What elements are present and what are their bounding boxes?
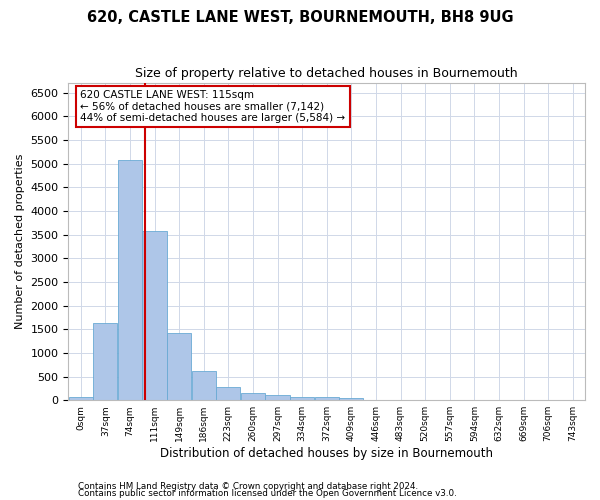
Bar bbox=[191, 370, 216, 400]
Bar bbox=[93, 323, 118, 400]
Bar bbox=[241, 393, 265, 400]
Bar bbox=[118, 160, 142, 400]
Bar bbox=[216, 386, 241, 400]
Title: Size of property relative to detached houses in Bournemouth: Size of property relative to detached ho… bbox=[136, 68, 518, 80]
Bar bbox=[290, 396, 314, 400]
Text: 620 CASTLE LANE WEST: 115sqm
← 56% of detached houses are smaller (7,142)
44% of: 620 CASTLE LANE WEST: 115sqm ← 56% of de… bbox=[80, 90, 346, 124]
Text: Contains HM Land Registry data © Crown copyright and database right 2024.: Contains HM Land Registry data © Crown c… bbox=[78, 482, 418, 491]
Bar bbox=[314, 398, 339, 400]
Bar bbox=[265, 395, 290, 400]
Text: Contains public sector information licensed under the Open Government Licence v3: Contains public sector information licen… bbox=[78, 489, 457, 498]
X-axis label: Distribution of detached houses by size in Bournemouth: Distribution of detached houses by size … bbox=[160, 447, 493, 460]
Text: 620, CASTLE LANE WEST, BOURNEMOUTH, BH8 9UG: 620, CASTLE LANE WEST, BOURNEMOUTH, BH8 … bbox=[86, 10, 514, 25]
Bar bbox=[142, 230, 167, 400]
Bar bbox=[339, 398, 364, 400]
Bar bbox=[167, 333, 191, 400]
Bar bbox=[68, 396, 93, 400]
Y-axis label: Number of detached properties: Number of detached properties bbox=[15, 154, 25, 330]
